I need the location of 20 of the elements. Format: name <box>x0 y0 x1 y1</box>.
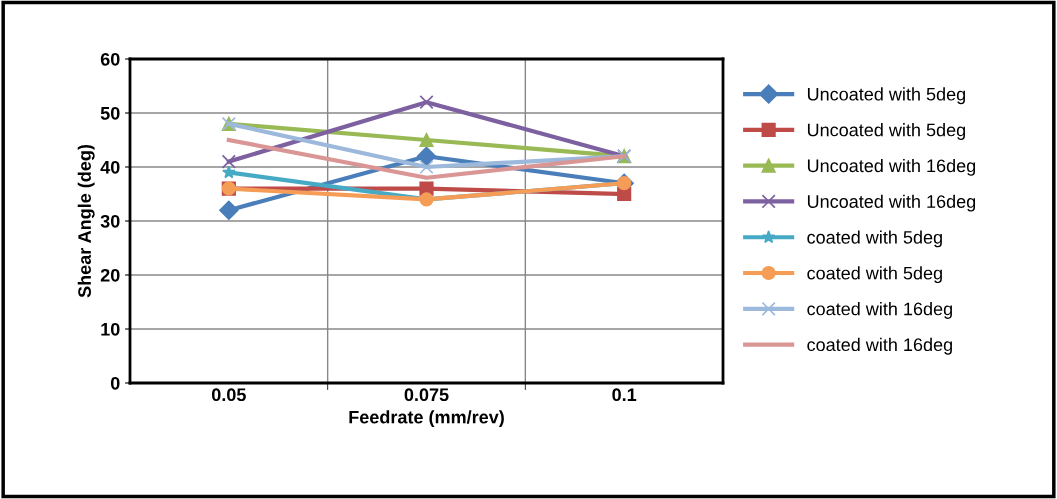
legend-label: coated with 16deg <box>807 302 952 319</box>
legend-label: Uncoated with 5deg <box>807 123 966 140</box>
legend-label: coated with 5deg <box>807 266 942 284</box>
y-tick-label: 0 <box>110 376 120 390</box>
y-tick-label: 40 <box>100 160 120 174</box>
x-tick-label: 0.1 <box>612 388 637 402</box>
legend-label: Uncoated with 16deg <box>807 194 976 212</box>
legend-label: Uncoated with 16deg <box>807 158 976 176</box>
legend-label: coated with 5deg <box>807 230 942 248</box>
y-axis-title: Shear Angle (deg) <box>77 144 95 298</box>
y-tick-label: 50 <box>100 106 120 120</box>
y-tick-label: 20 <box>100 268 120 282</box>
x-tick-label: 0.075 <box>404 388 449 402</box>
legend-label: Uncoated with 5deg <box>807 87 966 105</box>
y-tick-label: 30 <box>100 214 120 228</box>
legend-label: coated with 16deg <box>807 337 952 355</box>
y-tick-label: 10 <box>101 322 120 336</box>
y-tick-label: 60 <box>100 52 120 66</box>
x-tick-label: 0.05 <box>211 388 246 402</box>
x-axis-title: Feedrate (mm/rev) <box>349 410 504 428</box>
